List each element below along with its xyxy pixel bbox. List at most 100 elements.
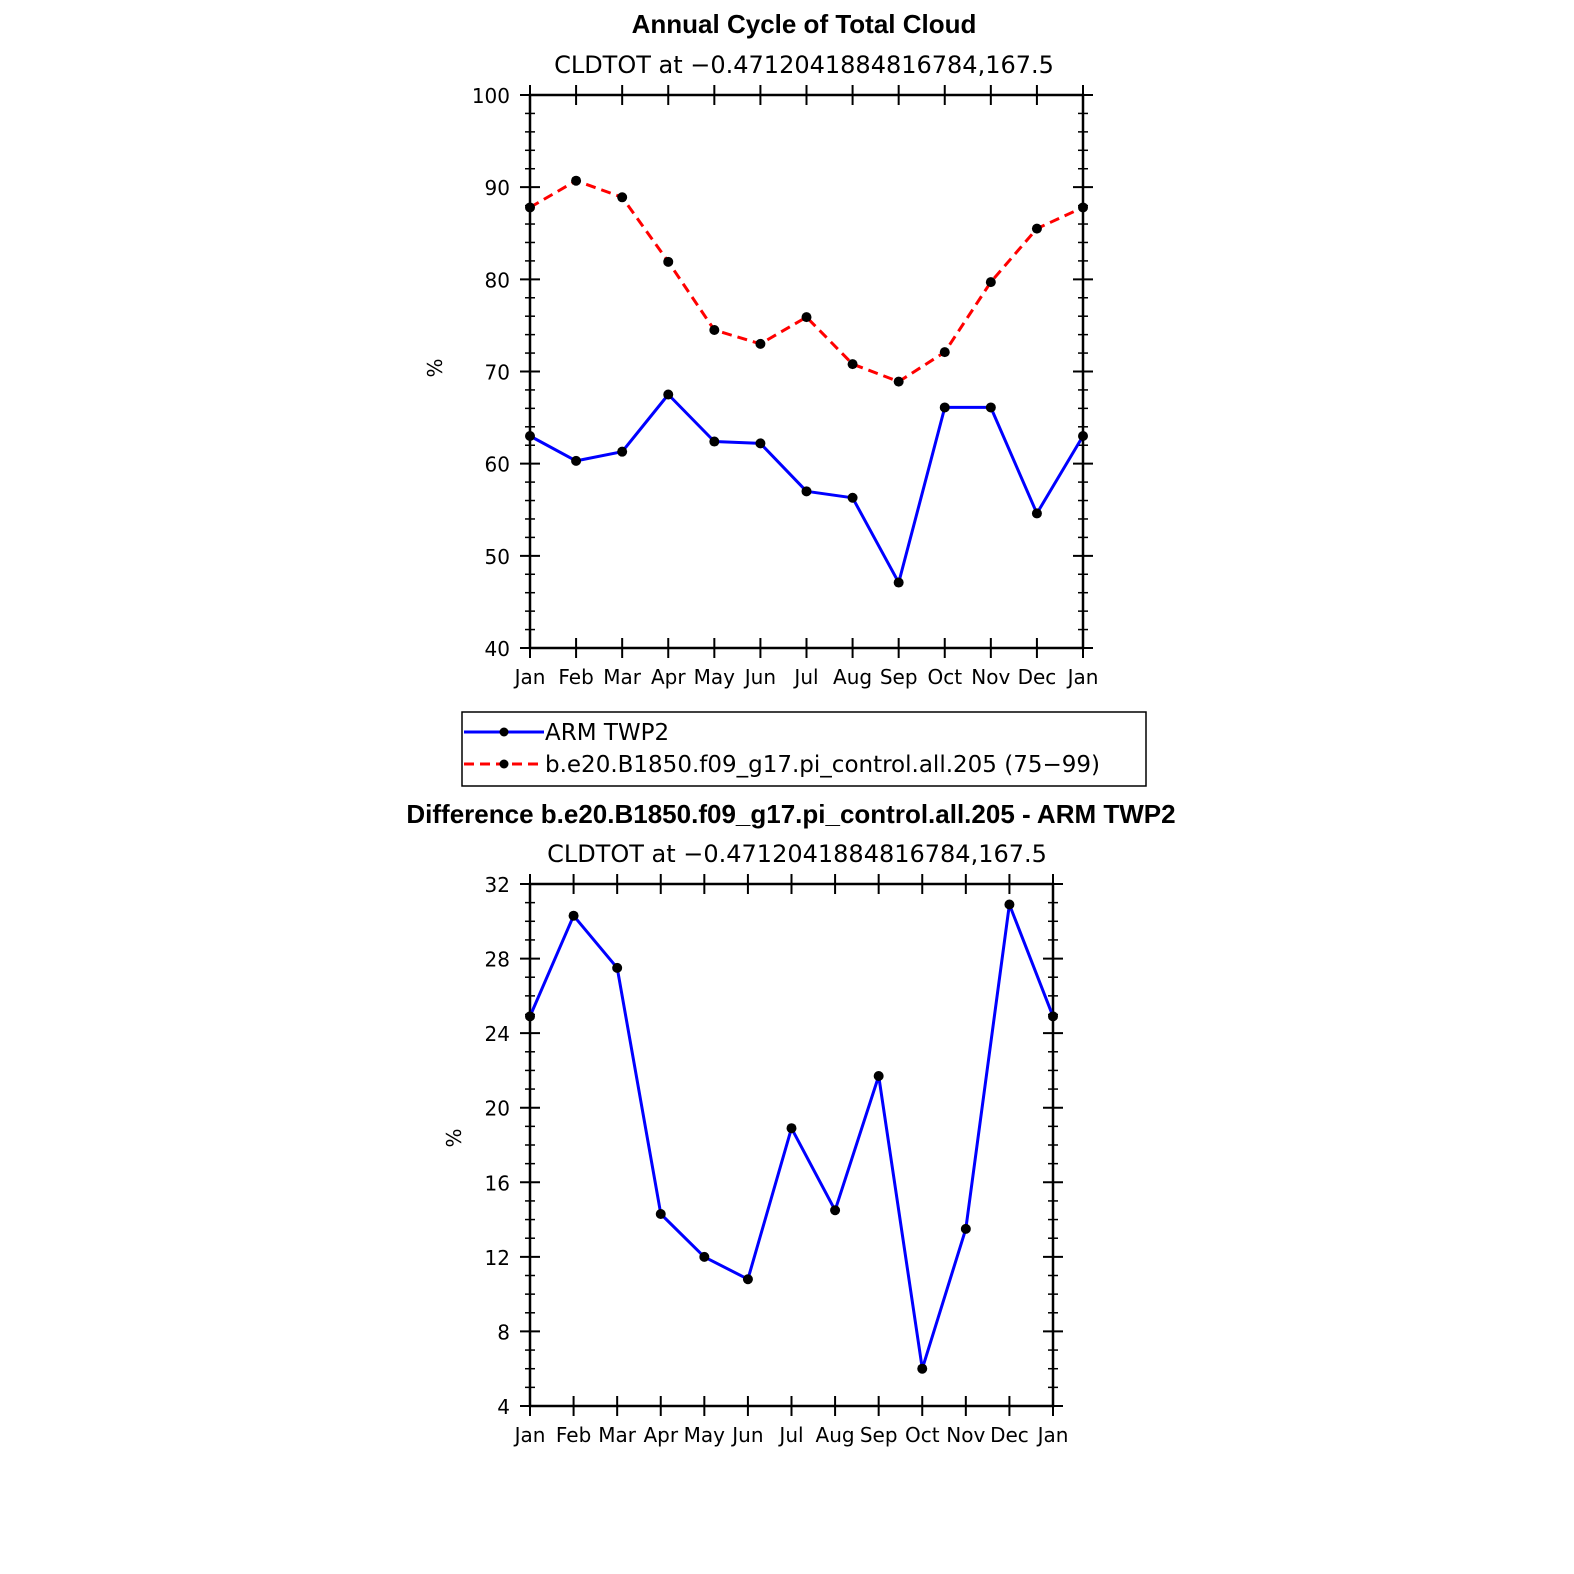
series-1-point	[663, 256, 674, 267]
y-tick-label: 4	[497, 1395, 510, 1419]
series-0-point	[1048, 1011, 1058, 1022]
chart-subtitle: CLDTOT at −0.4712041884816784,167.5	[547, 840, 1047, 868]
x-tick-label: Oct	[905, 1423, 940, 1447]
x-tick-label: Nov	[971, 665, 1010, 689]
x-tick-label: Sep	[880, 665, 918, 689]
legend: ARM TWP2 b.e20.B1850.f09_g17.pi_control.…	[461, 711, 1147, 787]
y-tick-label: 20	[485, 1097, 510, 1121]
y-tick-label: 28	[485, 948, 510, 972]
x-tick-label: Oct	[927, 665, 962, 689]
x-tick-label: Apr	[643, 1423, 678, 1447]
series-0-point	[1031, 508, 1042, 519]
x-tick-label: Apr	[651, 665, 686, 689]
chart-annual-cycle: Annual Cycle of Total Cloud CLDTOT at −0…	[423, 9, 1098, 689]
series-0-point	[830, 1205, 841, 1216]
series-1-point	[755, 338, 766, 349]
y-tick-label: 60	[485, 453, 510, 477]
legend-label-arm-twp2: ARM TWP2	[545, 720, 669, 746]
series-0-point	[847, 492, 858, 503]
x-tick-label: May	[684, 1423, 726, 1447]
x-tick-label: Jun	[743, 665, 776, 689]
series-0-point	[525, 431, 535, 442]
series-0-point	[1078, 431, 1088, 442]
series-0-point	[663, 389, 674, 400]
series-line-1	[529, 179, 1084, 384]
legend-entry-model: b.e20.B1850.f09_g17.pi_control.all.205 (…	[464, 752, 1100, 778]
series-0-point	[1004, 899, 1015, 910]
y-tick-label: 12	[485, 1246, 510, 1270]
x-tick-label: Jan	[1036, 1423, 1069, 1447]
series-0-point	[525, 1011, 535, 1022]
legend-marker-model	[499, 759, 509, 769]
y-axis-label: %	[442, 1128, 466, 1147]
series-1-point	[571, 175, 582, 186]
x-tick-label: Dec	[1018, 665, 1057, 689]
x-tick-label: Jul	[792, 665, 818, 689]
series-0-point	[742, 1274, 753, 1285]
chart-title: Difference b.e20.B1850.f09_g17.pi_contro…	[406, 799, 1175, 829]
x-tick-label: Jun	[730, 1423, 763, 1447]
x-tick-label: Jul	[777, 1423, 803, 1447]
legend-label-model: b.e20.B1850.f09_g17.pi_control.all.205 (…	[545, 752, 1100, 778]
legend-box	[461, 711, 1147, 787]
x-tick-label: Sep	[860, 1423, 898, 1447]
y-axis-label: %	[423, 358, 447, 377]
series-0-point	[985, 402, 996, 413]
series-1-point	[801, 312, 812, 323]
series-0-point	[568, 910, 579, 921]
series-1-point	[525, 202, 535, 213]
series-line-0	[528, 903, 1055, 1371]
series-0-point	[960, 1223, 971, 1234]
series-1-point	[1031, 223, 1042, 234]
x-tick-label: Jan	[513, 665, 546, 689]
y-tick-label: 100	[472, 84, 510, 108]
x-tick-label: Nov	[946, 1423, 985, 1447]
series-0-point	[786, 1123, 797, 1134]
series-0-point	[699, 1251, 710, 1262]
series-0-point	[617, 446, 628, 457]
legend-entry-arm-twp2: ARM TWP2	[464, 720, 669, 746]
y-tick-label: 8	[497, 1320, 510, 1344]
series-0-point	[571, 455, 582, 466]
series-0-point	[939, 402, 950, 413]
series-0-point	[893, 577, 904, 588]
y-tick-label: 90	[485, 176, 510, 200]
x-tick-label: Mar	[603, 665, 642, 689]
plot-frame	[528, 93, 1085, 650]
x-tick-label: Dec	[990, 1423, 1029, 1447]
chart-subtitle: CLDTOT at −0.4712041884816784,167.5	[554, 51, 1054, 79]
series-1-point	[893, 376, 904, 387]
x-tick-label: Feb	[558, 665, 593, 689]
x-tick-label: Jan	[1066, 665, 1099, 689]
y-tick-label: 50	[485, 545, 510, 569]
y-tick-label: 40	[485, 637, 510, 661]
series-1-point	[1078, 202, 1088, 213]
x-tick-label: Jan	[513, 1423, 546, 1447]
series-0-point	[709, 436, 720, 447]
series-0-point	[755, 438, 766, 449]
chart-title: Annual Cycle of Total Cloud	[632, 9, 977, 39]
series-1-point	[847, 359, 858, 370]
y-tick-label: 32	[485, 873, 510, 897]
series-0-point	[917, 1363, 928, 1374]
x-tick-label: Aug	[816, 1423, 855, 1447]
series-1-point	[985, 277, 996, 288]
series-1-point	[939, 347, 950, 358]
series-0-point	[801, 486, 812, 497]
y-tick-label: 24	[485, 1022, 510, 1046]
series-1-point	[709, 325, 720, 336]
y-tick-label: 80	[485, 268, 510, 292]
chart-difference: Difference b.e20.B1850.f09_g17.pi_contro…	[406, 799, 1175, 1447]
plot-frame	[528, 882, 1055, 1408]
x-tick-label: Aug	[833, 665, 872, 689]
series-0-point	[655, 1208, 666, 1219]
series-1-point	[617, 192, 628, 203]
y-tick-label: 16	[485, 1171, 510, 1195]
x-tick-label: May	[694, 665, 736, 689]
legend-marker-arm-twp2	[499, 727, 509, 737]
x-tick-label: Mar	[598, 1423, 637, 1447]
series-0-point	[873, 1071, 884, 1082]
series-0-point	[612, 962, 623, 973]
x-tick-label: Feb	[556, 1423, 591, 1447]
